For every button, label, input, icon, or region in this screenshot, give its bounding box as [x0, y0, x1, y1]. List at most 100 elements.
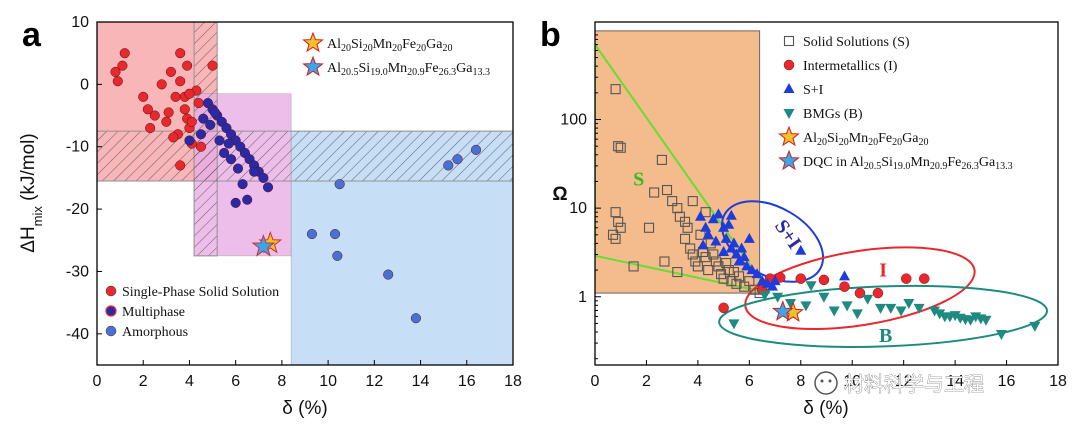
panel-a-point: [112, 76, 123, 87]
panel-a-point: [207, 60, 218, 71]
panel-b-region-label: I: [879, 259, 887, 281]
panel-b-point: [628, 261, 639, 272]
panel-b-point: [725, 242, 737, 253]
panel-b-point: [795, 273, 807, 284]
panel-a-ytick-label: 10: [71, 14, 89, 31]
panel-a-legend-star-marker: [302, 31, 324, 53]
panel-b-point: [682, 222, 693, 233]
panel-a-point: [110, 66, 121, 77]
panel-b-legend-marker: [783, 35, 795, 47]
panel-b-point: [741, 260, 753, 271]
panel-b-point: [839, 270, 851, 281]
wechat-icon-eye-left: [820, 379, 824, 383]
panel-b-point: [718, 245, 730, 256]
panel-a-point: [329, 228, 341, 240]
panel-a-xtick-label: 4: [185, 373, 194, 390]
panel-b-point: [744, 276, 755, 287]
panel-a-xtick-label: 6: [231, 373, 240, 390]
panel-b-point: [818, 292, 830, 303]
panel-a-point: [249, 166, 260, 177]
panel-b-point: [728, 319, 740, 330]
panel-a-point: [182, 60, 193, 71]
panel-b-xtick-label: 2: [642, 373, 651, 390]
panel-a-point: [195, 141, 207, 152]
panel-a-point: [262, 182, 274, 193]
panel-b-point: [733, 271, 745, 282]
panel-b-point: [885, 303, 897, 314]
panel-b-xtick-label: 12: [895, 373, 913, 390]
panel-a-label: a: [22, 16, 42, 54]
panel-a-point: [230, 197, 241, 208]
panel-a-point: [117, 60, 128, 71]
panel-b-legend-marker: [783, 59, 795, 71]
panel-b-point: [679, 216, 691, 227]
panel-a-point: [119, 48, 130, 59]
panel-a-ylabel-unit: (kJ/mol): [18, 133, 39, 206]
panel-b-xtick-label: 10: [843, 373, 861, 390]
panel-a-point: [232, 163, 244, 174]
panel-a-point: [223, 138, 234, 149]
panel-b-point: [854, 287, 866, 299]
panel-b-point: [751, 268, 763, 279]
panel-b-point: [929, 306, 941, 317]
panel-b-label: b: [540, 16, 561, 54]
panel-b-plot: 0 2 4 6 8 10 12 14 16 18 1 10 100 S S+I I B Solid Solut…: [552, 21, 1067, 419]
panel-a-ylabel-main: ΔH: [18, 226, 39, 252]
panel-b-point: [746, 264, 758, 275]
panel-b-point: [721, 258, 732, 269]
panel-b-point: [736, 242, 748, 253]
panel-a-point: [443, 160, 454, 171]
panel-b-xtick-label: 6: [745, 373, 754, 390]
panel-b-ytick-label: 1: [578, 289, 587, 306]
panel-b-point: [828, 306, 840, 317]
panel-a-xtick-label: 18: [504, 373, 522, 390]
panel-b-legend-label: Intermetallics (I): [803, 59, 898, 74]
panel-b-point: [610, 207, 621, 218]
panel-b-xtick-label: 0: [591, 373, 600, 390]
panel-b-point: [800, 301, 812, 312]
panel-b-point: [685, 243, 696, 254]
panel-b-point: [784, 299, 796, 310]
panel-a-point: [138, 91, 149, 102]
panel-b-point: [1029, 321, 1041, 332]
panel-a-point: [237, 179, 248, 190]
panel-a-point: [156, 79, 167, 90]
panel-b-point: [795, 244, 807, 255]
panel-b-point: [839, 281, 850, 292]
panel-a-legend-star-label: Al20.5Si19.0Mn20.9Fe26.3Ga13.3: [327, 61, 490, 78]
panel-b-xlabel: δ (%): [803, 398, 848, 419]
panel-b-region-label: S: [633, 168, 644, 190]
panel-a-point: [161, 116, 172, 127]
panel-a-point: [179, 104, 190, 115]
panel-a-point: [149, 110, 160, 121]
panel-b-point: [674, 211, 685, 222]
panel-b-star: [771, 300, 794, 321]
panel-b-point: [702, 228, 714, 239]
panel-b-legend-label: Solid Solutions (S): [803, 35, 910, 50]
panel-a-ylabel-sub: mix: [30, 206, 45, 227]
panel-b-point: [731, 278, 742, 289]
panel-a-point: [175, 160, 186, 171]
panel-b-legend-marker: [778, 149, 800, 171]
panel-a-point: [142, 104, 153, 115]
panel-b-point: [818, 274, 830, 286]
panel-b-xtick-label: 18: [1049, 373, 1067, 390]
panel-b-point: [610, 233, 621, 244]
panel-a-point: [219, 147, 230, 159]
panel-b-point: [710, 235, 722, 246]
panel-a-legend-star-marker: [302, 55, 324, 77]
panel-b-point: [980, 315, 992, 326]
panel-b-point: [692, 261, 703, 272]
panel-a-ytick-label: -40: [66, 326, 89, 343]
panel-b-point: [656, 154, 667, 165]
panel-b-point: [667, 196, 678, 207]
wechat-icon-eye-right: [828, 379, 832, 383]
panel-a-point: [184, 88, 195, 99]
panel-a-frame: [96, 21, 514, 366]
panel-b-point: [934, 309, 946, 320]
panel-a-point: [170, 91, 181, 102]
panel-a-xtick-label: 12: [365, 373, 383, 390]
panel-b-point: [718, 302, 729, 314]
panel-b-ytick-label: 10: [569, 200, 587, 217]
panel-b-point: [995, 329, 1007, 340]
